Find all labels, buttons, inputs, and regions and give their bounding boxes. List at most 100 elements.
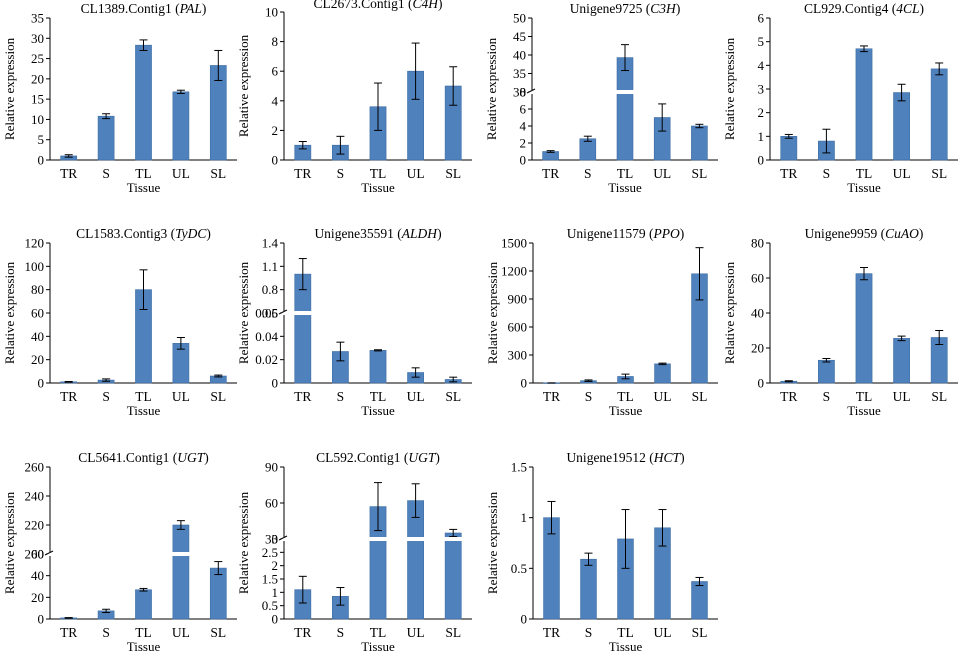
chart-title: CL1583.Contig3 (TyDC) — [76, 226, 211, 241]
chart-title: CL5641.Contig1 (UGT) — [78, 450, 209, 465]
bar-tl — [855, 48, 873, 161]
x-category-label: TR — [542, 166, 559, 181]
chart-title-name: Unigene9959 — [805, 226, 878, 241]
y-tick-label: 0 — [272, 612, 279, 627]
y-tick-label: 6 — [520, 102, 527, 117]
x-category-label: TL — [617, 166, 634, 181]
y-tick-label: 0 — [758, 376, 765, 391]
y-tick-label: 5 — [38, 132, 45, 147]
y-tick-label: 4 — [758, 58, 765, 73]
y-tick-label: 0 — [758, 153, 765, 168]
y-tick-label: 2 — [520, 136, 527, 151]
x-category-label: S — [823, 166, 831, 181]
y-tick-label: 0 — [272, 153, 279, 168]
y-tick-label: 0 — [272, 376, 279, 391]
chart-title-paren-open: ( — [642, 1, 650, 16]
y-axis-title: Relative expression — [722, 261, 737, 364]
x-category-label: SL — [445, 166, 461, 181]
y-axis-title: Relative expression — [485, 261, 500, 364]
x-category-label: TR — [780, 166, 797, 181]
chart-panel-3: 0 2 4 6 830 35 40 45 50 TR S TL UL SL Tissue Relative e… — [484, 1, 718, 195]
chart-title-paren-close: ) — [676, 1, 681, 16]
x-category-label: TL — [370, 166, 387, 181]
x-category-label: TL — [135, 389, 152, 404]
y-tick-label: 20 — [751, 341, 764, 356]
x-axis-title: Tissue — [361, 403, 395, 418]
bar-tr — [780, 136, 798, 161]
x-category-label: S — [337, 389, 345, 404]
y-tick-label: 4 — [272, 93, 279, 108]
y-tick-label: 0 — [38, 153, 45, 168]
y-tick-label: 0 — [520, 153, 527, 168]
x-category-label: TR — [780, 389, 797, 404]
bar-sl — [691, 125, 708, 161]
x-category-label: TR — [294, 389, 311, 404]
y-tick-label: 0 — [521, 376, 528, 391]
chart-title-gene: UGT — [408, 450, 436, 465]
chart-title-paren-close: ) — [680, 226, 685, 241]
chart-title-paren-open: ( — [169, 450, 177, 465]
y-tick-label: 8 — [520, 85, 527, 100]
chart-title-paren-close: ) — [206, 226, 211, 241]
y-axis-title: Relative expression — [236, 261, 251, 364]
x-category-label: TR — [60, 166, 77, 181]
y-tick-label: 2 — [758, 105, 765, 120]
chart-title-paren-close: ) — [920, 1, 925, 16]
bar-ul — [407, 500, 424, 620]
x-axis-title: Tissue — [361, 180, 395, 195]
y-tick-label: 10 — [31, 112, 44, 127]
x-category-label: UL — [407, 625, 425, 640]
y-tick-label: 8 — [272, 34, 279, 49]
bar-sl — [930, 68, 948, 161]
chart-title-paren-close: ) — [437, 226, 442, 241]
y-axis-title: Relative expression — [236, 34, 251, 137]
y-tick-label: 60 — [31, 306, 44, 321]
chart-title-paren-open: ( — [646, 226, 654, 241]
chart-title-gene: C3H — [650, 1, 677, 16]
x-category-label: TL — [856, 389, 873, 404]
x-axis-title: Tissue — [609, 639, 643, 654]
axis-break-mark — [44, 550, 54, 556]
y-tick-label: 5 — [758, 34, 765, 49]
y-axis-title: Relative expression — [2, 491, 17, 594]
y-tick-label: 0 — [38, 612, 45, 627]
chart-title: Unigene9725 (C3H) — [570, 1, 681, 16]
bar-sl — [691, 581, 708, 620]
y-axis-title: Relative expression — [2, 261, 17, 364]
chart-title-name: CL929.Contig4 — [804, 1, 889, 16]
chart-title-gene: C4H — [413, 0, 440, 11]
chart-title-name: Unigene11579 — [567, 226, 646, 241]
y-tick-label: 3 — [272, 532, 279, 547]
axis-break-mark — [278, 309, 288, 315]
chart-title: CL1389.Contig1 (PAL) — [81, 1, 207, 16]
x-category-label: TL — [370, 625, 387, 640]
chart-title: CL592.Contig1 (UGT) — [316, 450, 440, 465]
chart-title: CL2673.Contig1 (C4H) — [313, 0, 442, 11]
x-category-label: TL — [135, 625, 152, 640]
chart-title-name: CL1583.Contig3 — [76, 226, 167, 241]
chart-title-paren-close: ) — [202, 1, 207, 16]
y-tick-label: 100 — [25, 259, 45, 274]
x-category-label: TR — [60, 389, 77, 404]
y-tick-label: 80 — [751, 236, 764, 251]
x-category-label: SL — [692, 625, 708, 640]
chart-title-name: CL1389.Contig1 — [81, 1, 172, 16]
x-category-label: UL — [172, 389, 190, 404]
x-axis-title: Tissue — [127, 180, 161, 195]
chart-title-name: CL2673.Contig1 — [313, 0, 404, 11]
x-category-label: UL — [172, 166, 190, 181]
y-tick-label: 60 — [751, 271, 764, 286]
y-tick-label: 1500 — [501, 236, 527, 251]
chart-title-paren-open: ( — [877, 226, 885, 241]
x-category-label: TR — [294, 625, 311, 640]
y-tick-label: 60 — [265, 496, 278, 511]
x-category-label: S — [337, 625, 345, 640]
y-tick-label: 600 — [508, 320, 528, 335]
chart-title-name: CL5641.Contig1 — [78, 450, 169, 465]
bar-s — [818, 359, 835, 384]
y-tick-label: 1.4 — [262, 236, 279, 251]
chart-title-paren-open: ( — [394, 226, 402, 241]
bar-ul — [654, 363, 671, 384]
y-axis-title: Relative expression — [2, 37, 17, 140]
x-category-label: S — [337, 166, 345, 181]
